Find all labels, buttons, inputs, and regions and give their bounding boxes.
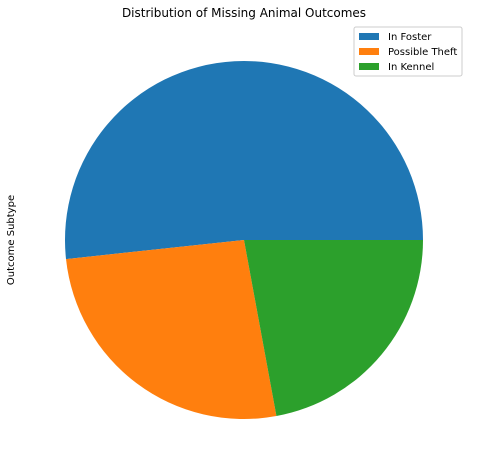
legend-swatch-in-foster (359, 33, 379, 40)
legend-swatch-possible-theft (359, 48, 379, 55)
chart-title: Distribution of Missing Animal Outcomes (122, 6, 366, 20)
legend-items: In Foster Possible Theft In Kennel (359, 32, 457, 73)
legend-frame (353, 26, 463, 77)
legend-swatch-in-kennel (359, 63, 379, 70)
legend-label-possible-theft: Possible Theft (388, 47, 457, 58)
legend-label-in-foster: In Foster (388, 32, 432, 43)
legend: In Foster Possible Theft In Kennel (353, 26, 463, 77)
pie-slice-in-kennel (244, 240, 423, 417)
pie-slice-possible-theft (66, 240, 277, 420)
legend-label-in-kennel: In Kennel (388, 62, 434, 73)
pie-slices (64, 60, 423, 420)
pie-slice-in-foster (64, 60, 423, 260)
y-axis-label: Outcome Subtype (6, 195, 17, 285)
